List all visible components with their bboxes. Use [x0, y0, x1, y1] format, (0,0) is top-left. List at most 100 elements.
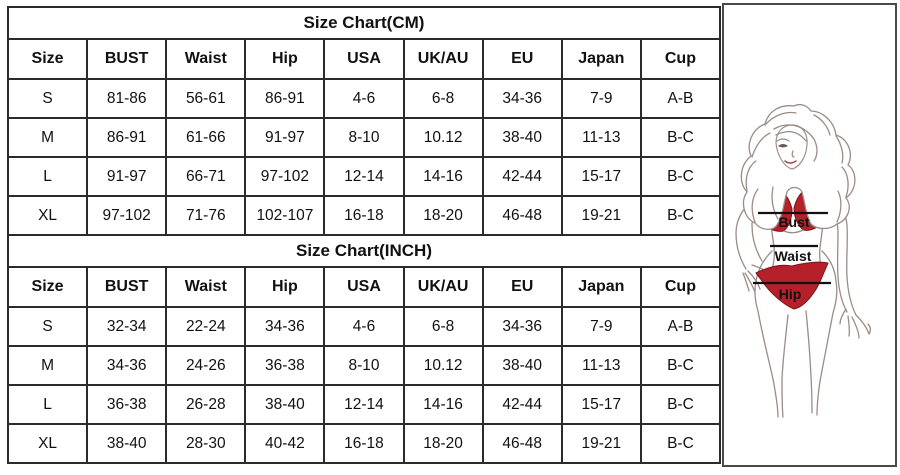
table-cell: L	[6, 156, 89, 197]
hair-lock-lines	[745, 111, 849, 223]
hair-bangs	[773, 124, 818, 162]
table-cell: B-C	[639, 345, 722, 386]
table-cell: 7-9	[560, 306, 642, 347]
table-cell: XL	[6, 195, 89, 236]
table-cell: 4-6	[323, 78, 405, 119]
table-title-inch: Size Chart(INCH)	[7, 234, 721, 268]
table-title-row: Size Chart(CM)	[7, 6, 721, 40]
table-cell: 24-26	[165, 345, 247, 386]
table-cell: 12-14	[323, 156, 405, 197]
table-cell: XL	[6, 423, 89, 464]
column-header-bust: BUST	[86, 38, 168, 80]
table-cell: 34-36	[86, 345, 168, 386]
table-cell: 12-14	[323, 384, 405, 425]
column-header-eu: EU	[481, 38, 563, 80]
table-row-l: L 36-38 26-28 38-40 12-14 14-16 42-44 15…	[6, 384, 722, 425]
table-cell: 14-16	[402, 156, 484, 197]
column-header-cup: Cup	[639, 38, 722, 80]
face	[775, 124, 808, 170]
table-cell: 6-8	[402, 78, 484, 119]
nose	[791, 150, 795, 158]
table-cell: 38-40	[481, 345, 563, 386]
table-cell: 86-91	[86, 117, 168, 158]
table-cell: 28-30	[165, 423, 247, 464]
table-cell: 42-44	[481, 384, 563, 425]
column-header-usa: USA	[323, 266, 405, 308]
column-header-cup: Cup	[639, 266, 722, 308]
table-cell: A-B	[639, 78, 722, 119]
table-cell: B-C	[639, 423, 722, 464]
table-cell: 26-28	[165, 384, 247, 425]
table-cell: 11-13	[560, 345, 642, 386]
waist-label: Waist	[775, 248, 812, 264]
table-cell: B-C	[639, 117, 722, 158]
table-cell: M	[6, 117, 89, 158]
table-cell: 10.12	[402, 345, 484, 386]
table-cell: 19-21	[560, 195, 642, 236]
table-cell: 14-16	[402, 384, 484, 425]
table-cell: 34-36	[481, 306, 563, 347]
table-cell: 81-86	[86, 78, 168, 119]
measurement-figure-box: Bust Waist Hip	[722, 3, 897, 467]
navel	[795, 252, 798, 258]
table-cell: 46-48	[481, 423, 563, 464]
column-header-japan: Japan	[560, 38, 642, 80]
lips	[784, 160, 797, 164]
table-cell: 38-40	[86, 423, 168, 464]
bikini-bottom	[755, 261, 829, 310]
table-cell: 6-8	[402, 306, 484, 347]
table-row-xl: XL 38-40 28-30 40-42 16-18 18-20 46-48 1…	[6, 423, 722, 464]
table-cell: 8-10	[323, 345, 405, 386]
table-cell: 8-10	[323, 117, 405, 158]
table-cell: A-B	[639, 306, 722, 347]
table-cell: 97-102	[86, 195, 168, 236]
column-header-waist: Waist	[165, 266, 247, 308]
table-cell: 40-42	[244, 423, 326, 464]
column-header-hip: Hip	[244, 266, 326, 308]
table-row-s: S 32-34 22-24 34-36 4-6 6-8 34-36 7-9 A-…	[6, 306, 722, 347]
header-row: Size BUST Waist Hip USA UK/AU EU Japan C…	[6, 266, 722, 308]
table-cell: B-C	[639, 195, 722, 236]
table-cell: 15-17	[560, 156, 642, 197]
right-hand-fingers	[839, 308, 872, 339]
table-cell: 34-36	[244, 306, 326, 347]
table-row-l: L 91-97 66-71 97-102 12-14 14-16 42-44 1…	[6, 156, 722, 197]
right-leg-outer	[816, 250, 838, 416]
header-row: Size BUST Waist Hip USA UK/AU EU Japan C…	[6, 38, 722, 80]
column-header-hip: Hip	[244, 38, 326, 80]
table-cell: 56-61	[165, 78, 247, 119]
table-cell: B-C	[639, 384, 722, 425]
table-cell: 71-76	[165, 195, 247, 236]
table-title-cm: Size Chart(CM)	[7, 6, 721, 40]
table-row-m: M 34-36 24-26 36-38 8-10 10.12 38-40 11-…	[6, 345, 722, 386]
table-cell: 86-91	[244, 78, 326, 119]
size-chart-cm-table: Size Chart(CM) Size BUST Waist Hip USA U…	[6, 6, 722, 236]
column-header-ukau: UK/AU	[402, 38, 484, 80]
table-cell: S	[6, 306, 89, 347]
table-cell: 18-20	[402, 195, 484, 236]
bust-label: Bust	[778, 214, 809, 230]
table-cell: B-C	[639, 156, 722, 197]
column-header-japan: Japan	[560, 266, 642, 308]
table-cell: 16-18	[323, 195, 405, 236]
table-cell: 11-13	[560, 117, 642, 158]
hair	[740, 103, 856, 231]
table-cell: 36-38	[86, 384, 168, 425]
tables-area: Size Chart(CM) Size BUST Waist Hip USA U…	[6, 6, 722, 464]
table-cell: L	[6, 384, 89, 425]
column-header-ukau: UK/AU	[402, 266, 484, 308]
table-cell: 97-102	[244, 156, 326, 197]
eyebrow	[776, 138, 790, 142]
table-cell: 34-36	[481, 78, 563, 119]
table-cell: S	[6, 78, 89, 119]
table-title-row: Size Chart(INCH)	[7, 234, 721, 268]
column-header-size: Size	[6, 266, 89, 308]
column-header-bust: BUST	[86, 266, 168, 308]
table-cell: 46-48	[481, 195, 563, 236]
table-cell: 42-44	[481, 156, 563, 197]
right-leg-inner	[805, 310, 813, 414]
table-cell: 7-9	[560, 78, 642, 119]
column-header-size: Size	[6, 38, 89, 80]
table-cell: 38-40	[481, 117, 563, 158]
